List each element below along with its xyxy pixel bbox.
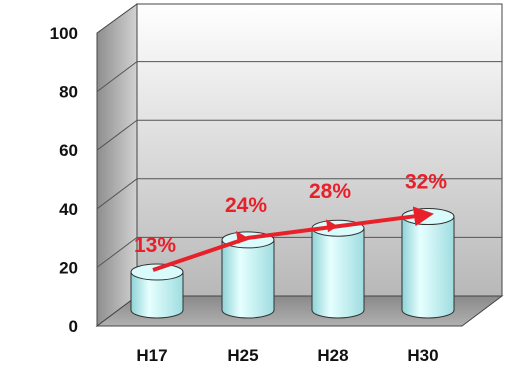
bar-body: [221, 239, 275, 319]
floor: [95, 295, 504, 327]
y-tick-label: 100: [50, 24, 78, 43]
y-tick-label: 20: [59, 258, 78, 277]
x-tick-label: H28: [317, 346, 348, 365]
data-label: 32%: [405, 171, 447, 194]
y-tick-label: 60: [59, 141, 78, 160]
trend-arrowhead: [236, 230, 248, 244]
bar-body: [130, 271, 184, 319]
y-tick-label: 40: [59, 200, 78, 219]
y-tick-label: 80: [59, 83, 78, 102]
bar-body: [311, 227, 365, 319]
gridlines: [96, 61, 502, 268]
x-axis: H17 H25 H28 H30: [136, 346, 438, 365]
data-label: 28%: [309, 180, 351, 203]
y-axis: 0 20 40 60 80 100: [50, 24, 78, 336]
gridline: [96, 119, 502, 151]
bar-body: [401, 216, 455, 319]
bar-H30: [401, 208, 455, 319]
data-label: 24%: [225, 194, 267, 217]
gridline: [96, 61, 502, 92]
x-tick-label: H17: [136, 346, 167, 365]
trend-arrow: [152, 206, 434, 272]
trend-arrowhead: [326, 219, 338, 233]
trend-line: [152, 206, 434, 272]
gridline: [96, 178, 502, 210]
bar-H28: [311, 219, 365, 319]
bar-top: [130, 263, 184, 281]
x-tick-label: H30: [407, 346, 438, 365]
data-labels: 13% 24% 28% 32%: [134, 171, 447, 257]
data-label: 13%: [134, 234, 176, 257]
bar-H17: [130, 263, 184, 319]
y-tick-label: 0: [69, 317, 78, 336]
x-tick-label: H25: [227, 346, 258, 365]
gridline: [96, 236, 502, 268]
